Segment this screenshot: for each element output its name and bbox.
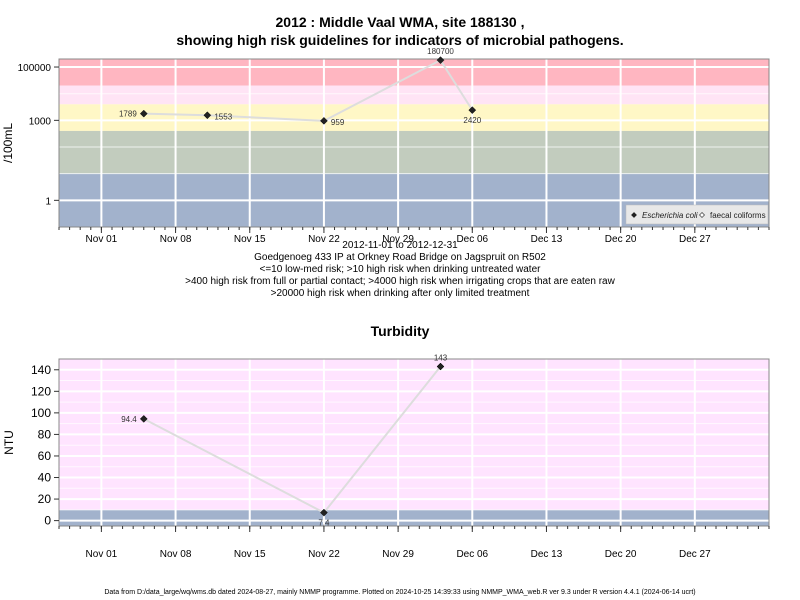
turbidity-data-label: 94.4 [121,415,137,424]
ecoli-data-point [203,111,212,120]
footer-note: Data from D:/data_large/wq/wms.db dated … [104,589,696,596]
ecoli-data-label: 1553 [214,112,232,121]
turbidity-y-tick-label: 40 [38,471,52,485]
turbidity-y-tick-label: 140 [31,363,51,377]
caption-date-range: 2012-11-01 to 2012-12-31 [342,240,458,251]
turbidity-y-axis-label: NTU [2,430,16,455]
ecoli-x-tick-label: Nov 22 [308,234,340,245]
ecoli-y-tick-label: 1 [45,196,51,207]
ecoli-x-tick-label: Dec 20 [605,234,637,245]
caption-risk-2: >400 high risk from full or partial cont… [185,276,615,287]
ecoli-x-tick-label: Dec 27 [679,234,711,245]
ecoli-x-ticks [58,227,770,233]
ecoli-band-2 [59,104,769,131]
turbidity-title: Turbidity [370,323,430,339]
ecoli-x-tick-label: Nov 15 [234,234,266,245]
caption-risk-3: >20000 high risk when drinking after onl… [270,288,530,299]
turbidity-band-1 [59,509,769,526]
chart-title-line1: 2012 : Middle Vaal WMA, site 188130 , [275,14,525,30]
ecoli-data-label: 2420 [463,116,481,125]
ecoli-y-tick-label: 1000 [29,116,52,127]
turbidity-y-tick-label: 60 [38,449,52,463]
turbidity-data-label: 143 [434,354,448,363]
ecoli-x-tick-label: Dec 13 [531,234,563,245]
ecoli-data-point [139,109,148,118]
caption-risk-1: <=10 low-med risk; >10 high risk when dr… [259,264,541,275]
turbidity-x-tick-label: Dec 20 [605,549,637,560]
legend-marker [631,212,637,218]
turbidity-y-tick-label: 120 [31,384,51,398]
turbidity-frame [58,358,770,527]
legend-marker [699,212,705,218]
turbidity-x-tick-label: Nov 08 [160,549,192,560]
turbidity-grid [59,359,769,526]
turbidity-x-tick-label: Dec 06 [456,549,488,560]
ecoli-data-point [468,106,477,114]
ecoli-data-point [320,116,328,125]
ecoli-band-1 [59,85,769,105]
caption-site: Goedgenoeg 433 IP at Orkney Road Bridge … [254,252,546,263]
turbidity-data-point [139,415,148,423]
turbidity-y-tick-label: 20 [38,492,52,506]
legend-label: Escherichia coli [642,211,698,220]
ecoli-grid [59,59,769,228]
ecoli-x-tick-label: Nov 29 [382,234,414,245]
turbidity-data-label: 7.4 [318,519,330,528]
turbidity-data-point [436,362,445,371]
ecoli-x-tick-label: Nov 08 [160,234,192,245]
turbidity-x-tick-label: Nov 15 [234,549,266,560]
turbidity-y-tick-label: 0 [44,514,51,528]
ecoli-x-tick-label: Nov 01 [86,234,118,245]
turbidity-x-tick-label: Nov 29 [382,549,414,560]
turbidity-x-tick-label: Nov 22 [308,549,340,560]
ecoli-data-label: 959 [331,118,345,127]
ecoli-data-point [436,56,445,65]
turbidity-data-point [320,508,328,517]
ecoli-x-tick-label: Dec 06 [456,234,488,245]
chart-title-line2: showing high risk guidelines for indicat… [176,32,624,48]
ecoli-y-axis-label: /100mL [1,123,15,163]
ecoli-legend [625,204,769,225]
turbidity-x-tick-label: Dec 13 [531,549,563,560]
ecoli-band-3 [59,130,769,174]
turbidity-y-tick-label: 100 [31,406,51,420]
turbidity-y-tick-label: 80 [38,427,52,441]
ecoli-data-label: 1789 [119,110,137,119]
ecoli-y-tick-label: 100000 [18,63,52,74]
ecoli-data-label: 180700 [427,47,454,56]
turbidity-x-tick-label: Dec 27 [679,549,711,560]
ecoli-band-0 [59,59,769,86]
ecoli-frame [58,58,770,228]
turbidity-x-ticks [58,526,770,532]
turbidity-x-tick-label: Nov 01 [86,549,118,560]
legend-label: faecal coliforms [710,211,766,220]
